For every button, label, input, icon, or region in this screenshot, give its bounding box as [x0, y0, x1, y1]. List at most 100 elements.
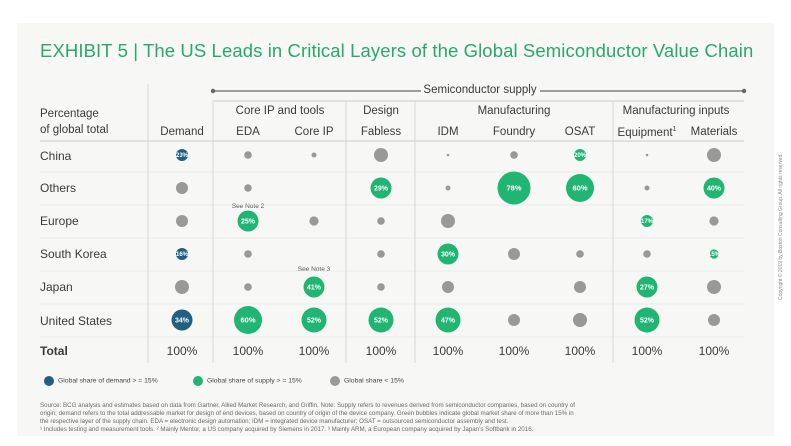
note-eda-europe: See Note 2 [231, 203, 265, 210]
bubble-r3-c5 [508, 248, 520, 260]
footer-line-4: ¹ Includes testing and measurement tools… [40, 426, 534, 433]
bubble-r2-c7 [641, 215, 653, 227]
bubble-r1-c1 [244, 184, 252, 192]
bubble-r0-c1 [244, 151, 252, 159]
source-footnotes: Source: BCG analysis and estimates based… [40, 402, 755, 434]
bubble-r2-c2 [309, 216, 319, 226]
bubble-r4-c7 [636, 276, 658, 298]
bubble-r3-c7 [643, 250, 651, 258]
col-header-equipment: Equipment1 [618, 126, 677, 139]
bubble-r5-c1 [234, 306, 262, 334]
bubble-label-r3-c8: 15% [708, 252, 721, 258]
bubble-r5-c0 [171, 309, 193, 331]
exhibit-panel [17, 23, 774, 436]
bubble-r0-c6 [574, 149, 586, 161]
row-label-others: Others [40, 181, 77, 195]
bubble-r3-c1 [244, 250, 252, 258]
col-header-fabless: Fabless [360, 126, 402, 138]
group-label-design: Design [363, 105, 399, 117]
bubble-label-r3-c4: 30% [441, 251, 456, 258]
total-eda: 100% [232, 344, 264, 358]
bubble-r5-c2 [301, 307, 327, 333]
total-materials: 100% [698, 344, 730, 358]
group-label-core-ip-tools: Core IP and tools [235, 105, 325, 117]
exhibit-title: EXHIBIT 5 | The US Leads in Critical Lay… [40, 40, 754, 61]
bubble-label-r2-c7: 17% [641, 219, 654, 225]
row-header-line2: of global total [40, 124, 109, 136]
footer-line-1: Source: BCG analysis and estimates based… [40, 402, 576, 409]
col-header-foundry: Foundry [492, 126, 536, 138]
bubble-label-r2-c1: 25% [241, 218, 256, 225]
total-core-ip: 100% [298, 344, 330, 358]
legend-supply: Global share of supply > = 15% [193, 376, 302, 386]
bubble-r0-c4 [446, 153, 450, 157]
bubble-r5-c5 [508, 314, 520, 326]
legend-demand: Global share of demand > = 15% [44, 376, 158, 386]
legend-demand-label: Global share of demand > = 15% [58, 377, 158, 385]
row-label-europe: Europe [40, 214, 79, 228]
bubble-r5-c4 [435, 307, 461, 333]
bubble-r4-c8 [707, 280, 721, 294]
bubble-label-r0-c0: 23% [176, 153, 189, 159]
row-label-china: China [40, 149, 72, 163]
bubble-r1-c6 [566, 174, 594, 202]
col-header-equipment-label: Equipment [617, 126, 673, 139]
group-label-manufacturing-inputs: Manufacturing inputs [622, 105, 730, 117]
bubble-label-r1-c8: 40% [707, 185, 722, 192]
bubble-label-r5-c4: 47% [441, 317, 456, 324]
supply-bracket-left-dot [210, 88, 216, 94]
bubble-r1-c7 [644, 185, 650, 191]
total-foundry: 100% [498, 344, 530, 358]
row-label-south-korea: South Korea [40, 247, 107, 261]
bubble-label-r5-c7: 52% [640, 317, 655, 324]
bubble-r5-c3 [368, 307, 394, 333]
col-header-idm: IDM [437, 126, 459, 138]
total-fabless: 100% [365, 344, 397, 358]
bubble-r1-c4 [445, 185, 451, 191]
col-header-demand: Demand [160, 126, 204, 138]
row-label-japan: Japan [40, 280, 73, 294]
col-header-materials: Materials [690, 126, 738, 138]
legend-supply-label: Global share of supply > = 15% [207, 377, 302, 385]
supergroup-label: Semiconductor supply [418, 84, 542, 96]
bubble-label-r5-c2: 52% [307, 317, 322, 324]
col-header-core-ip: Core IP [294, 126, 334, 138]
bubble-label-r5-c1: 60% [240, 316, 255, 325]
bubble-label-r4-c7: 27% [640, 284, 655, 291]
total-osat: 100% [564, 344, 596, 358]
footer-line-3: the respective layer of the supply chain… [40, 418, 509, 425]
bubble-label-r1-c6: 60% [572, 184, 587, 193]
bubble-r2-c4 [441, 214, 455, 228]
bubble-r2-c8 [709, 216, 719, 226]
legend-gray: Global share < 15% [330, 376, 404, 386]
bubble-label-r3-c0: 16% [176, 252, 189, 258]
bubble-r1-c3 [370, 177, 392, 199]
bubble-r1-c5 [497, 171, 531, 205]
bubble-r2-c1 [237, 210, 259, 232]
col-header-eda: EDA [236, 126, 260, 138]
bubble-r2-c3 [377, 217, 385, 225]
bubble-r0-c0 [176, 149, 188, 161]
legend-gray-label: Global share < 15% [344, 377, 404, 385]
total-demand: 100% [166, 344, 198, 358]
bubble-r2-c0 [176, 215, 188, 227]
bubble-r1-c8 [703, 177, 725, 199]
bubble-r0-c8 [707, 148, 721, 162]
legend-gray-swatch [330, 376, 340, 386]
legend-demand-swatch [44, 376, 54, 386]
bubble-r4-c6 [574, 281, 586, 293]
bubble-label-r5-c0: 34% [175, 317, 190, 324]
bubble-r0-c3 [374, 148, 388, 162]
bubble-r5-c8 [708, 314, 720, 326]
bubble-label-r1-c5: 78% [506, 184, 521, 193]
bubble-r4-c2 [303, 276, 325, 298]
bubble-r1-c0 [176, 182, 188, 194]
bubble-r4-c1 [244, 283, 252, 291]
bubble-label-r5-c3: 52% [374, 317, 389, 324]
bubble-r5-c6 [573, 313, 587, 327]
bubble-r3-c3 [377, 250, 385, 258]
col-header-equipment-footnote: 1 [672, 126, 677, 133]
note-coreip-japan: See Note 3 [297, 266, 331, 273]
bubble-r4-c4 [442, 281, 454, 293]
